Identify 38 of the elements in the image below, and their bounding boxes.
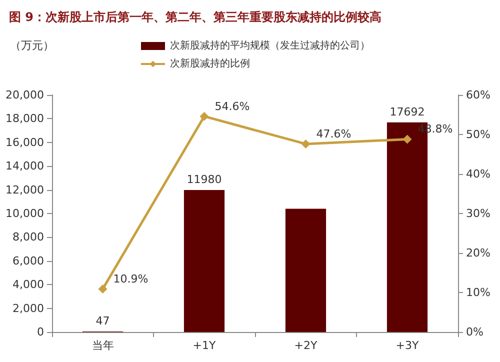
data-label: 54.6% <box>214 100 250 113</box>
y-tick-label: 12,000 <box>6 183 44 196</box>
x-tick-label: +1Y <box>192 339 216 352</box>
bar <box>285 208 326 332</box>
x-tick-label: +3Y <box>396 339 419 352</box>
y2-tick-label: 0% <box>466 326 484 338</box>
x-tick-label: +2Y <box>294 339 318 352</box>
point <box>200 112 209 121</box>
data-label: 47.6% <box>316 127 352 140</box>
y-tick-label: 20,000 <box>6 88 44 102</box>
legend-label: 次新股减持的平均规模（发生过减持的公司） <box>170 40 370 52</box>
data-label: 11980 <box>186 173 222 186</box>
legend-label: 次新股减持的比例 <box>170 58 250 70</box>
y-tick-label: 4,000 <box>12 278 44 292</box>
y-tick-label: 16,000 <box>6 136 44 149</box>
y2-tick-label: 20% <box>466 246 490 260</box>
y-axis-title: （万元） <box>10 39 54 52</box>
y-tick-label: 18,000 <box>6 112 44 126</box>
y2-tick-label: 10% <box>466 286 490 299</box>
bar <box>184 190 225 332</box>
y-tick-label: 2,000 <box>12 302 44 315</box>
y2-tick-label: 30% <box>466 207 490 220</box>
point <box>301 139 310 148</box>
data-label: 47 <box>96 314 110 328</box>
y-tick-label: 0 <box>37 326 44 338</box>
point <box>402 134 412 144</box>
y-tick-label: 10,000 <box>6 207 44 220</box>
data-label: 17692 <box>390 105 425 118</box>
point <box>98 284 108 294</box>
y2-tick-label: 60% <box>466 88 490 102</box>
x-tick-label: 当年 <box>92 339 114 352</box>
y-tick-label: 6,000 <box>12 254 44 268</box>
data-label: 10.9% <box>113 272 148 286</box>
y2-tick-label: 50% <box>466 128 490 141</box>
y-tick-label: 14,000 <box>6 160 44 173</box>
y-tick-label: 8,000 <box>12 230 44 244</box>
y2-tick-label: 40% <box>466 168 490 180</box>
chart-title: 图 9：次新股上市后第一年、第二年、第三年重要股东减持的比例较高 <box>9 10 382 24</box>
